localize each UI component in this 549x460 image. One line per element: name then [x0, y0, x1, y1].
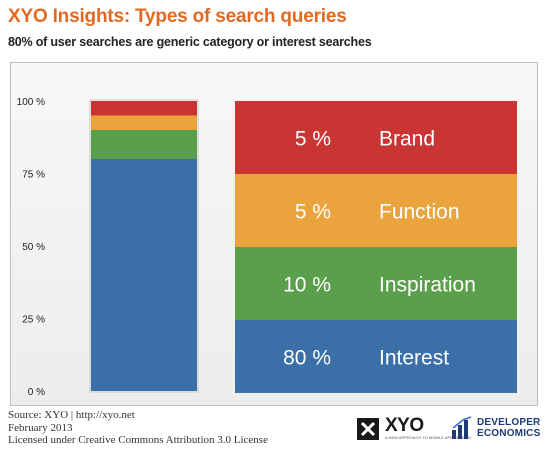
stacked-bar-chart: 100 % 75 % 50 % 25 % 0 % 5 % Brand 5 % Function 1… [17, 97, 517, 398]
legend-percent-inspiration: 10 % [283, 274, 331, 297]
page-title: XYO Insights: Types of search queries [8, 6, 347, 27]
legend-name-brand: Brand [379, 128, 435, 151]
legend-name-interest: Interest [379, 347, 449, 370]
legend-block-inspiration [235, 247, 517, 320]
bar-graph-icon [452, 416, 472, 439]
xyo-x-icon [357, 417, 379, 440]
legend-block-interest [235, 320, 517, 393]
xyo-logo: XYO A NEW APPROACH TO MOBILE APP SEARCH [357, 415, 471, 440]
page-subtitle: 80% of user searches are generic categor… [8, 35, 372, 49]
bar-segment-function [91, 115, 197, 130]
legend-block-brand [235, 101, 517, 174]
legend-percent-brand: 5 % [295, 128, 331, 151]
footer: Source: XYO | http://xyo.net February 20… [8, 409, 268, 447]
footer-source: Source: XYO | http://xyo.net [8, 409, 135, 421]
bar-frame [89, 99, 199, 393]
bar-segment-interest [91, 159, 197, 391]
legend-name-function: Function [379, 201, 460, 224]
developer-economics-logo: DEVELOPER ECONOMICS [451, 416, 540, 440]
dev-logo-line2: ECONOMICS [477, 428, 541, 439]
dev-logo-line1: DEVELOPER [477, 417, 541, 428]
legend-name-inspiration: Inspiration [379, 274, 476, 297]
legend-block-function [235, 174, 517, 247]
footer-license: Licensed under Creative Commons Attribut… [8, 434, 268, 446]
y-tick-label: 75 % [22, 170, 45, 181]
chart-panel: 100 % 75 % 50 % 25 % 0 % 5 % Brand 5 % Function 1… [10, 62, 538, 406]
y-tick-label: 0 % [28, 387, 45, 398]
bar-segment-inspiration [91, 130, 197, 159]
xyo-tagline: A NEW APPROACH TO MOBILE APP SEARCH [385, 435, 471, 440]
xyo-wordmark: XYO [385, 415, 424, 436]
bar-segment-brand [91, 101, 197, 116]
footer-date: February 2013 [8, 421, 73, 434]
legend-percent-interest: 80 % [283, 347, 331, 370]
y-tick-label: 100 % [17, 97, 45, 108]
y-tick-label: 50 % [22, 242, 45, 253]
legend-percent-function: 5 % [295, 201, 331, 224]
y-tick-label: 25 % [22, 315, 45, 326]
